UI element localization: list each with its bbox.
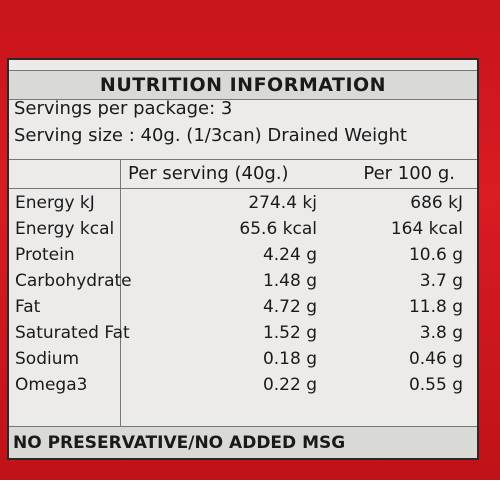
per-serving-value: 0.22 g [262, 375, 317, 395]
serving-size: Serving size : 40g. (1/3can) Drained Wei… [14, 125, 407, 146]
table-header: Per serving (40g.) Per 100 g. [9, 159, 477, 189]
per-serving-value: 65.6 kcal [239, 219, 317, 239]
per-serving-value: 1.48 g [262, 271, 317, 291]
per-100g-value: 11.8 g [408, 297, 463, 317]
per-100g-value: 10.6 g [408, 245, 463, 265]
table-row: Omega3 0.22 g 0.55 g [9, 372, 477, 398]
nutrient-name: Fat [15, 297, 41, 317]
table-row: Energy kJ 274.4 kj 686 kJ [9, 190, 477, 216]
per-serving-value: 4.72 g [262, 297, 317, 317]
per-100g-value: 164 kcal [390, 219, 463, 239]
nutrient-name: Protein [15, 245, 75, 265]
nutrient-name: Sodium [15, 349, 80, 369]
table-row: Carbohydrate 1.48 g 3.7 g [9, 268, 477, 294]
per-serving-value: 0.18 g [262, 349, 317, 369]
nutrient-name: Energy kcal [15, 219, 115, 239]
table-row: Fat 4.72 g 11.8 g [9, 294, 477, 320]
nutrient-name: Carbohydrate [15, 271, 132, 291]
panel-title: NUTRITION INFORMATION [9, 70, 477, 100]
nutrient-name: Omega3 [15, 375, 88, 395]
per-serving-value: 4.24 g [262, 245, 317, 265]
table-row: Protein 4.24 g 10.6 g [9, 242, 477, 268]
per-100g-value: 3.7 g [419, 271, 463, 291]
footer-claim: NO PRESERVATIVE/NO ADDED MSG [9, 426, 477, 458]
table-row: Sodium 0.18 g 0.46 g [9, 346, 477, 372]
column-header-per-serving: Per serving (40g.) [128, 163, 289, 184]
column-header-per-100g: Per 100 g. [363, 163, 455, 184]
per-serving-value: 274.4 kj [248, 193, 317, 213]
table-row: Saturated Fat 1.52 g 3.8 g [9, 320, 477, 346]
nutrient-name: Energy kJ [15, 193, 95, 213]
nutrition-information-panel: NUTRITION INFORMATION Servings per packa… [7, 58, 479, 460]
per-100g-value: 686 kJ [410, 193, 463, 213]
column-divider [120, 159, 121, 428]
per-100g-value: 0.55 g [408, 375, 463, 395]
servings-per-package: Servings per package: 3 [14, 98, 233, 119]
per-100g-value: 3.8 g [419, 323, 463, 343]
per-100g-value: 0.46 g [408, 349, 463, 369]
table-row: Energy kcal 65.6 kcal 164 kcal [9, 216, 477, 242]
nutrient-name: Saturated Fat [15, 323, 130, 343]
per-serving-value: 1.52 g [262, 323, 317, 343]
